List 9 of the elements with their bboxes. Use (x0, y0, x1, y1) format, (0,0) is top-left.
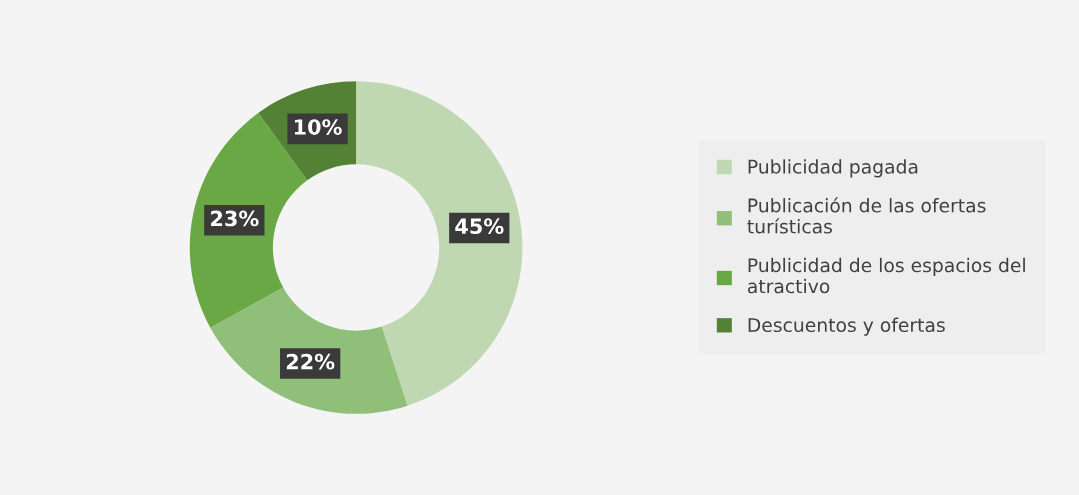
data-label: 23% (211, 210, 259, 227)
legend-label: Publicación de las ofertas turísticas (747, 197, 986, 234)
legend-label: Publicidad de los espacios del atractivo (747, 257, 1025, 294)
donut-slice (356, 81, 523, 406)
data-label: 22% (286, 353, 335, 370)
data-label: 10% (294, 119, 342, 135)
data-label: 45% (455, 218, 504, 235)
legend-label: Descuentos y ofertas (748, 317, 945, 336)
legend-label: Publicidad pagada (748, 159, 918, 178)
